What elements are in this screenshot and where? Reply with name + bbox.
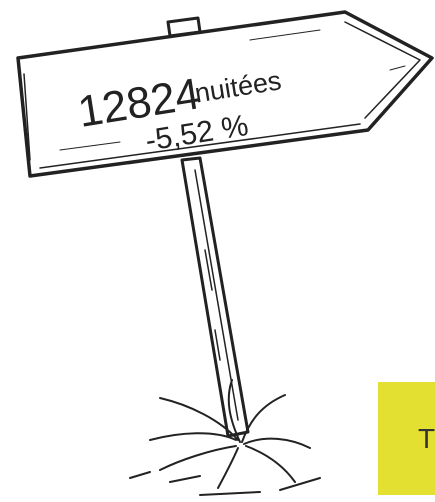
yellow-box: [378, 382, 435, 495]
sign-unit: nuitées: [193, 65, 284, 108]
post: [180, 156, 250, 438]
sign-board: [16, 10, 434, 178]
sign-text: 12824 nuitées -5,52 %: [75, 65, 284, 158]
grass: [129, 379, 321, 496]
box-text: T: [418, 423, 435, 454]
